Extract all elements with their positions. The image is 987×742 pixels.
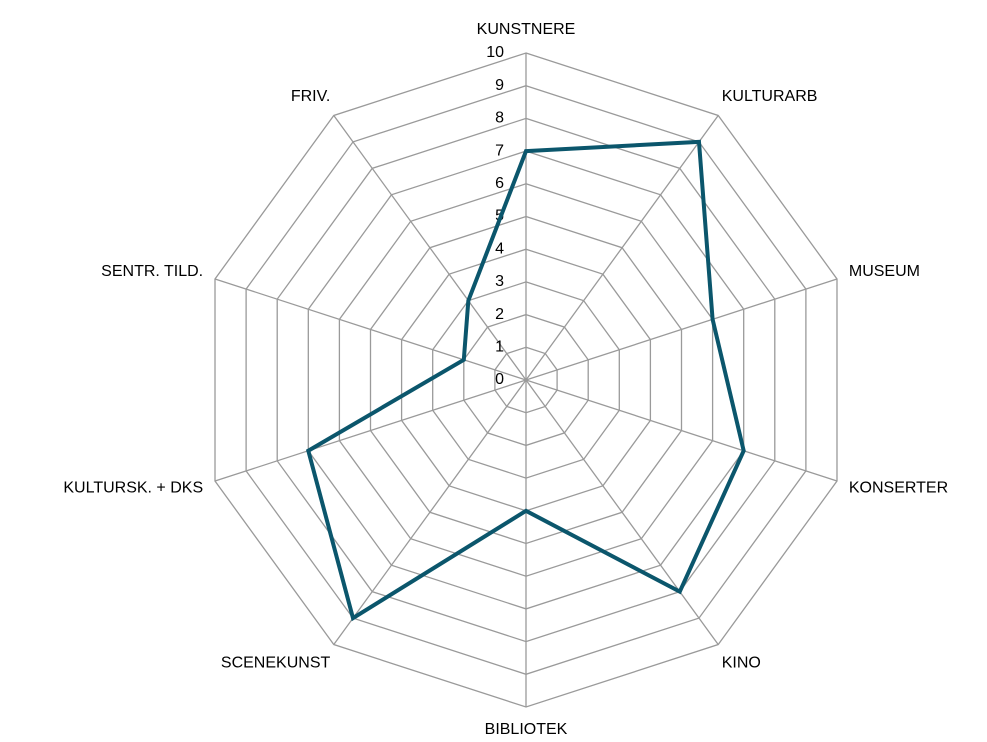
- spoke: [333, 115, 527, 381]
- tick-label: 7: [495, 142, 504, 159]
- tick-label: 10: [486, 44, 504, 61]
- spoke: [525, 278, 838, 381]
- tick-label: 2: [495, 306, 504, 323]
- tick-label: 6: [495, 175, 504, 192]
- category-label: KULTURSK. + DKS: [63, 479, 203, 496]
- category-label: FRIV.: [291, 88, 330, 105]
- category-label: SCENEKUNST: [221, 654, 331, 671]
- spoke: [333, 379, 527, 645]
- category-label: KUNSTNERE: [477, 21, 576, 38]
- category-label: KULTURARB: [722, 88, 818, 105]
- tick-label: 9: [495, 77, 504, 94]
- tick-label: 0: [495, 371, 504, 388]
- tick-label: 4: [495, 240, 504, 257]
- spoke: [214, 379, 527, 482]
- spoke: [525, 379, 838, 482]
- category-label: BIBLIOTEK: [485, 721, 568, 738]
- series-line: [305, 139, 746, 622]
- category-label: MUSEUM: [849, 263, 920, 280]
- spoke: [214, 278, 527, 381]
- spoke: [525, 379, 719, 645]
- tick-label: 3: [495, 273, 504, 290]
- category-label: KINO: [722, 654, 761, 671]
- category-label: SENTR. TILD.: [101, 263, 203, 280]
- tick-label: 1: [495, 339, 504, 356]
- spoke: [525, 115, 719, 381]
- category-label: KONSERTER: [849, 479, 948, 496]
- tick-label: 8: [495, 110, 504, 127]
